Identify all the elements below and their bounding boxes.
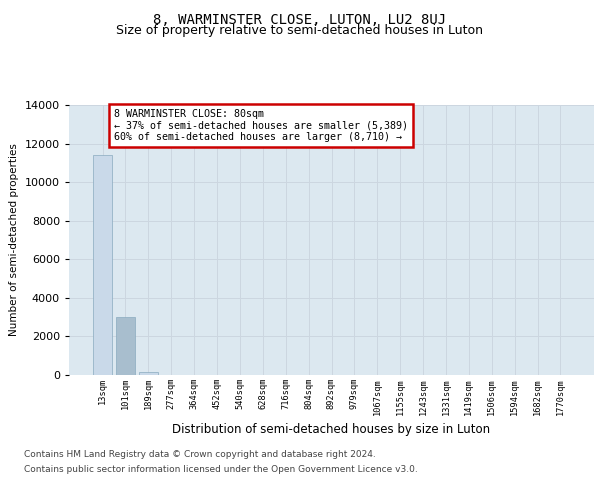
Bar	[139, 372, 158, 375]
Text: Size of property relative to semi-detached houses in Luton: Size of property relative to semi-detach…	[116, 24, 484, 37]
Bar	[116, 317, 135, 375]
Text: Contains public sector information licensed under the Open Government Licence v3: Contains public sector information licen…	[24, 465, 418, 474]
Text: 8, WARMINSTER CLOSE, LUTON, LU2 8UJ: 8, WARMINSTER CLOSE, LUTON, LU2 8UJ	[154, 12, 446, 26]
Y-axis label: Number of semi-detached properties: Number of semi-detached properties	[9, 144, 19, 336]
X-axis label: Distribution of semi-detached houses by size in Luton: Distribution of semi-detached houses by …	[172, 423, 491, 436]
Bar	[93, 155, 112, 375]
Text: 8 WARMINSTER CLOSE: 80sqm
← 37% of semi-detached houses are smaller (5,389)
60% : 8 WARMINSTER CLOSE: 80sqm ← 37% of semi-…	[114, 109, 408, 142]
Text: Contains HM Land Registry data © Crown copyright and database right 2024.: Contains HM Land Registry data © Crown c…	[24, 450, 376, 459]
